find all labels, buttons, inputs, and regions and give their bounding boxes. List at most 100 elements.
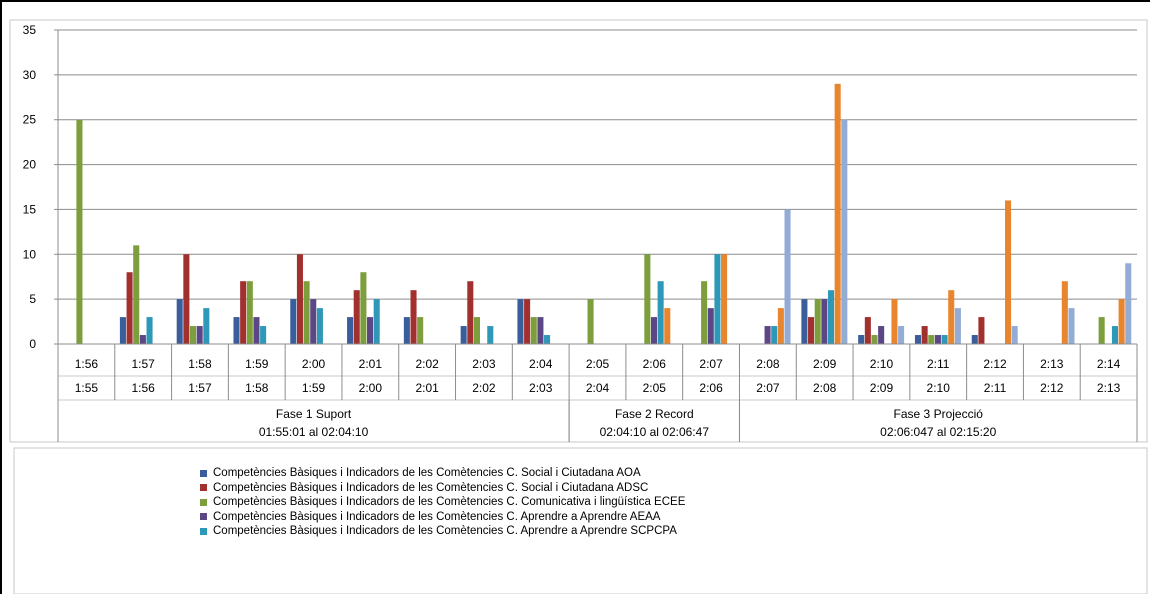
bar-s2-c6 [417, 317, 424, 344]
x-tick-label-bottom: 2:04 [586, 381, 610, 395]
bar-s2-c8 [530, 317, 537, 344]
legend-item: Competències Bàsiques i Indicadors de le… [200, 466, 685, 481]
bar-s2-c0 [76, 119, 83, 344]
bar-s1-c15 [921, 326, 928, 344]
bar-s2-c3 [246, 281, 253, 344]
x-tick-label-bottom: 2:08 [813, 381, 837, 395]
bar-s1-c2 [183, 254, 190, 344]
group-label: Fase 3 Projecció [894, 407, 984, 421]
bar-s4-c11 [714, 254, 721, 344]
x-tick-label-top: 2:14 [1097, 357, 1121, 371]
y-tick-label: 15 [23, 202, 37, 216]
x-tick-label-top: 2:07 [699, 357, 723, 371]
bar-s4-c5 [373, 299, 380, 344]
bar-s2-c1 [133, 245, 140, 344]
x-tick-label-top: 1:57 [132, 357, 156, 371]
x-tick-label-bottom: 2:05 [643, 381, 667, 395]
bar-s2-c2 [189, 326, 197, 344]
legend-swatch [200, 527, 207, 535]
group-range: 02:04:10 al 02:06:47 [600, 425, 710, 439]
bar-s5-c16 [1005, 200, 1012, 344]
plot-panel [9, 19, 1148, 443]
legend-label: Competències Bàsiques i Indicadors de le… [213, 510, 661, 523]
bar-s3-c11 [707, 308, 714, 344]
bar-s0-c4 [290, 299, 297, 344]
bar-s0-c5 [347, 317, 354, 344]
bar-s1-c13 [808, 317, 815, 344]
x-tick-label-top: 2:05 [586, 357, 610, 371]
x-tick-label-top: 1:56 [75, 357, 99, 371]
x-tick-label-bottom: 2:00 [359, 381, 383, 395]
bar-s0-c16 [971, 335, 978, 344]
bar-s3-c12 [764, 326, 771, 344]
bar-s3-c1 [139, 335, 146, 344]
bar-s3-c5 [367, 317, 374, 344]
x-tick-label-bottom: 2:11 [984, 381, 1007, 395]
bar-s0-c2 [176, 299, 183, 344]
bar-s5-c10 [664, 308, 671, 344]
x-tick-label-top: 2:06 [643, 357, 667, 371]
group-range: 01:55:01 al 02:04:10 [259, 425, 369, 439]
bar-s2-c9 [587, 299, 594, 344]
bar-s2-c15 [928, 335, 935, 344]
bar-s1-c8 [524, 299, 531, 344]
bar-s5-c13 [834, 83, 841, 344]
x-tick-label-top: 2:09 [813, 357, 837, 371]
bar-s5-c14 [891, 299, 898, 344]
y-tick-label: 20 [23, 158, 37, 172]
x-tick-label-bottom: 2:13 [1097, 381, 1121, 395]
legend-label: Competències Bàsiques i Indicadors de le… [213, 481, 649, 494]
bar-s2-c5 [360, 272, 367, 344]
bar-s2-c11 [701, 281, 708, 344]
bar-s4-c1 [146, 317, 153, 344]
x-tick-label-top: 2:08 [756, 357, 780, 371]
bar-s1-c1 [126, 272, 133, 344]
x-tick-label-top: 2:03 [472, 357, 496, 371]
bar-s2-c13 [814, 299, 821, 344]
bar-s5-c11 [721, 254, 728, 344]
x-tick-label-bottom: 2:03 [529, 381, 553, 395]
x-tick-label-bottom: 1:58 [245, 381, 269, 395]
bar-s6-c18 [1125, 263, 1132, 344]
bar-s2-c4 [303, 281, 310, 344]
bar-s6-c16 [1011, 326, 1018, 344]
x-tick-label-bottom: 2:06 [699, 381, 723, 395]
bar-s4-c15 [941, 335, 948, 344]
bar-s5-c18 [1118, 299, 1125, 344]
x-tick-label-top: 2:02 [415, 357, 439, 371]
bar-s6-c15 [954, 308, 961, 344]
bar-s2-c18 [1098, 317, 1105, 344]
group-range: 02:06:047 al 02:15:20 [880, 425, 996, 439]
bar-s3-c15 [934, 335, 941, 344]
bar-s3-c13 [821, 299, 828, 344]
bar-s4-c13 [827, 290, 835, 344]
legend-label: Competències Bàsiques i Indicadors de le… [213, 467, 641, 479]
y-tick-label: 35 [23, 23, 37, 37]
legend-swatch [200, 513, 207, 521]
bar-s6-c17 [1068, 308, 1075, 344]
bar-s1-c4 [296, 254, 303, 344]
bar-s3-c14 [878, 326, 885, 344]
legend-swatch [200, 498, 207, 506]
bar-s3-c3 [253, 317, 260, 344]
bar-s4-c3 [260, 326, 267, 344]
bar-s0-c13 [801, 299, 808, 344]
y-tick-label: 25 [23, 113, 37, 127]
legend-item: Competències Bàsiques i Indicadors de le… [200, 495, 685, 510]
bar-s5-c15 [948, 290, 955, 344]
bar-s3-c8 [537, 317, 544, 344]
bar-s0-c6 [403, 317, 410, 344]
bar-s3-c4 [310, 299, 317, 344]
x-tick-label-top: 1:59 [245, 357, 269, 371]
y-tick-label: 10 [23, 247, 37, 261]
x-tick-label-bottom: 1:57 [188, 381, 212, 395]
x-tick-label-top: 2:13 [1040, 357, 1064, 371]
bar-s0-c15 [914, 335, 922, 344]
legend-item: Competències Bàsiques i Indicadors de le… [200, 524, 685, 539]
x-tick-label-bottom: 1:56 [132, 381, 156, 395]
x-tick-label-bottom: 2:02 [472, 381, 496, 395]
y-tick-label: 30 [23, 68, 37, 82]
legend-label: Competències Bàsiques i Indicadors de le… [213, 525, 677, 537]
